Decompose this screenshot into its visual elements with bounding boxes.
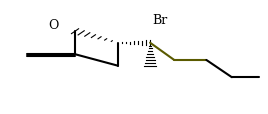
Text: Br: Br <box>152 14 167 27</box>
Text: O: O <box>49 19 59 32</box>
